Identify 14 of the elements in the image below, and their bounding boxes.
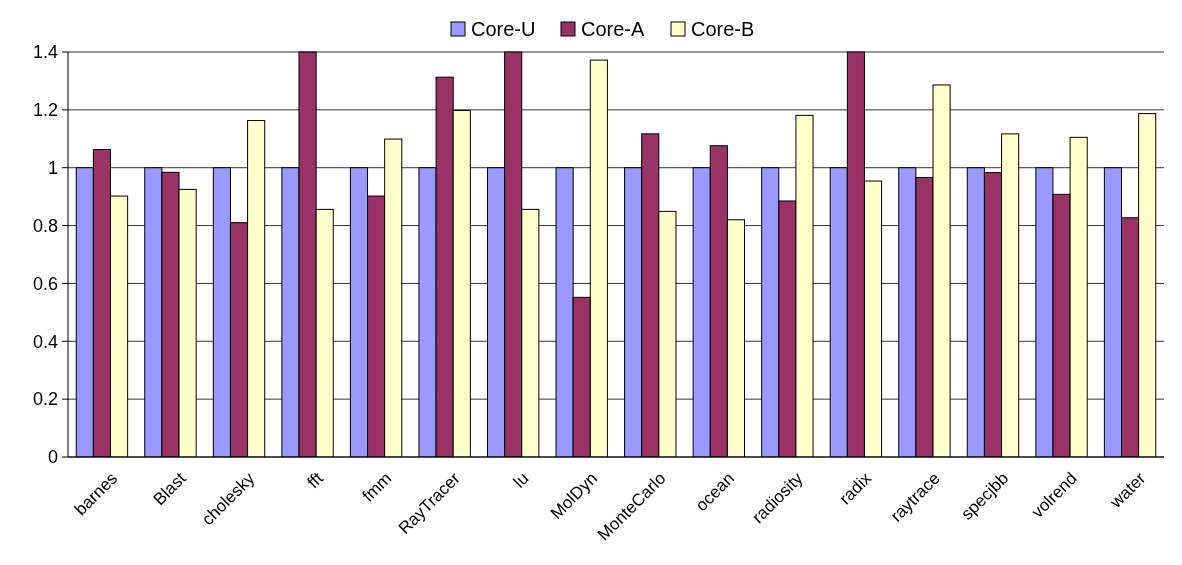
y-tick-label: 0.6: [32, 273, 58, 294]
y-tick-label: 1: [47, 158, 58, 179]
x-tick-label: lu: [509, 468, 533, 492]
legend-label: Core-U: [471, 18, 536, 40]
legend-label: Core-B: [691, 18, 755, 40]
y-tick-label: 1.2: [32, 100, 58, 121]
y-tick-label: 1.4: [32, 42, 58, 63]
x-tick-label: fft: [303, 468, 327, 493]
legend-label: Core-A: [581, 18, 646, 40]
y-tick-label: 0.2: [32, 389, 58, 410]
y-tick-label: 0.8: [32, 215, 58, 236]
x-tick-label: fmm: [358, 468, 396, 506]
y-tick-label: 0.4: [32, 331, 58, 352]
y-tick-label: 0: [47, 447, 58, 468]
